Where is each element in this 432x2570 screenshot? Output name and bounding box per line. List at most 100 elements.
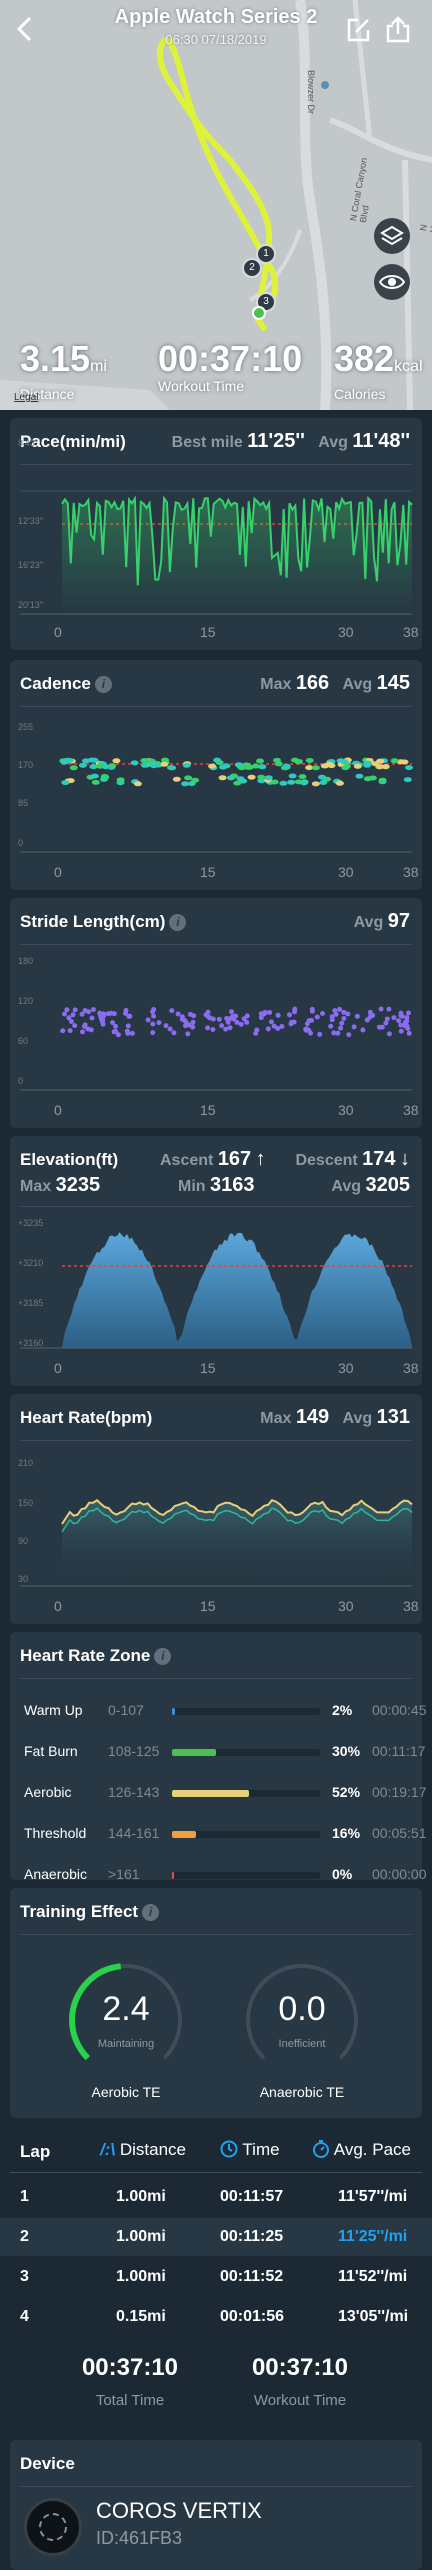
share-icon [386, 16, 410, 43]
heart-rate-zone-card: Heart Rate Zone i Warm Up 0-107 2% 00:00:45 F… [10, 1632, 427, 1882]
max-label: Max [260, 1410, 292, 1427]
card-title-text: Training Effect [20, 1902, 139, 1921]
y-axis-label: 0 [18, 1076, 24, 1086]
training-effect-card: Training Effect i 2.4 Maintaining Aerobic… [10, 1888, 422, 2118]
y-axis-label: +3235 [18, 1218, 44, 1228]
stopwatch-icon [313, 2140, 329, 2158]
edit-icon [347, 18, 370, 42]
zone-name: Aerobic [24, 1784, 72, 1800]
elevation-min: Min 3163 [178, 1174, 255, 1197]
lap-time: 00:11:57 [220, 2188, 284, 2205]
calories-value: 382 [334, 338, 395, 379]
total-time-value: 00:37:10 [81, 2354, 179, 2381]
distance-header: /:\ Distance [100, 2140, 186, 2160]
zone-row: Warm Up 0-107 2% 00:00:45 [24, 1700, 427, 1722]
device-name: COROS VERTIX [96, 2498, 262, 2523]
y-axis-label: 180 [18, 956, 34, 966]
divider [20, 1206, 412, 1207]
zone-bar-fill [172, 1831, 196, 1838]
y-axis-label: 90 [18, 1536, 29, 1546]
card-title: Cadence i [20, 674, 112, 694]
street-label: Blowzer Dr [306, 70, 316, 115]
total-time-label: Total Time [95, 2392, 165, 2409]
y-axis-label: 12'33'' [18, 516, 44, 526]
x-tick: 38 [403, 1360, 419, 1376]
ascent-value: 167 [217, 1148, 252, 1170]
zone-row: Anaerobic >161 0% 00:00:00 [24, 1864, 427, 1886]
min-elevation-value: 3163 [210, 1174, 255, 1196]
device-watch-icon [24, 2498, 82, 2556]
aerobic-te-value: 2.4 [102, 1990, 150, 2028]
avg-cadence-value: 145 [376, 672, 410, 694]
anaerobic-te-gauge [246, 1964, 358, 2076]
divider [20, 464, 412, 465]
info-icon[interactable]: i [169, 914, 187, 931]
lap-row[interactable]: 3 1.00mi 00:11:52 11'52''/mi [0, 2258, 432, 2296]
edit-button[interactable] [344, 16, 372, 44]
lap-pace: 11'25''/mi [338, 2228, 408, 2245]
workout-time-value: 00:37:10 [158, 338, 303, 379]
cadence-chart [20, 757, 413, 853]
map-layers-button[interactable] [374, 218, 410, 254]
info-icon[interactable]: i [94, 676, 112, 693]
descent-value: 174 [362, 1148, 396, 1170]
laps-section: Lap /:\ Distance Time Avg. Pace 1 1.00mi 0… [0, 2130, 432, 2432]
max-cadence-value: 166 [295, 672, 330, 694]
max-label: Max [260, 676, 292, 693]
info-icon[interactable]: i [154, 1648, 172, 1665]
anaerobic-te-label: Anaerobic TE [259, 2084, 345, 2100]
zone-bar-fill [172, 1790, 249, 1797]
zone-time: 00:05:51 [372, 1825, 427, 1841]
legal-link[interactable]: Legal [14, 392, 39, 403]
x-tick: 0 [54, 864, 62, 880]
divider [20, 944, 412, 945]
start-point-icon [252, 306, 266, 320]
zone-time: 00:00:00 [372, 1866, 427, 1882]
aerobic-te-gauge [69, 1963, 183, 2077]
lap-marker[interactable]: 2 [242, 258, 262, 278]
lap-workout-time-label: Workout Time [253, 2392, 347, 2409]
calories-label: Calories [334, 386, 386, 402]
lap-row[interactable]: 4 0.15mi 00:01:56 13'05''/mi [0, 2298, 432, 2336]
y-axis-label: 210 [18, 1458, 34, 1468]
lap-time: 00:11:52 [220, 2268, 284, 2285]
zone-bar [172, 1872, 320, 1879]
x-tick: 15 [200, 864, 216, 880]
route-map[interactable]: Blowzer Dr N Coral Canyon Blvd N Hm 1 2 … [0, 0, 432, 410]
divider [10, 2172, 422, 2173]
avg-label: Avg [318, 434, 348, 451]
device-card[interactable]: Device COROS VERTIX ID:461FB3 [10, 2440, 422, 2570]
lap-time: 00:01:56 [220, 2308, 285, 2325]
x-tick: 30 [338, 1102, 354, 1118]
share-button[interactable] [384, 16, 412, 44]
lap-row[interactable]: 1 1.00mi 00:11:57 11'57''/mi [0, 2178, 432, 2216]
x-tick: 0 [54, 1360, 62, 1376]
descent-label: Descent [295, 1152, 358, 1169]
zone-range: >161 [108, 1866, 140, 1882]
card-title: Device [20, 2454, 75, 2473]
y-axis-label: 16'23'' [18, 560, 44, 570]
y-axis-label: 8'43'' [18, 438, 39, 448]
cadence-card: Cadence i Max 166 Avg 145 255 170 85 0 0 … [10, 660, 422, 890]
zone-percent: 30% [332, 1743, 361, 1759]
map-visibility-button[interactable] [374, 264, 410, 300]
arrow-down-icon: ↓ [400, 1148, 410, 1170]
x-tick: 38 [403, 1102, 419, 1118]
lap-marker[interactable]: 1 [256, 244, 276, 264]
y-axis-label: 20'13'' [18, 600, 44, 610]
info-icon[interactable]: i [142, 1904, 160, 1921]
zone-bar-fill [172, 1708, 175, 1715]
avg-heart-rate-value: 131 [376, 1406, 410, 1428]
lap-number: 1 [20, 2188, 29, 2205]
lap-row[interactable]: 2 1.00mi 00:11:25 11'25''/mi [0, 2218, 432, 2256]
zone-time: 00:00:45 [372, 1702, 427, 1718]
zone-percent: 2% [332, 1702, 353, 1718]
lap-pace: 11'57''/mi [338, 2188, 408, 2205]
back-button[interactable] [12, 14, 38, 44]
divider [20, 2486, 412, 2487]
x-tick: 30 [338, 1360, 354, 1376]
card-title: Pace(min/mi) [20, 432, 126, 451]
pace-header-label: Avg. Pace [333, 2140, 411, 2159]
zone-bar [172, 1708, 320, 1715]
y-axis-label: 0 [18, 838, 24, 848]
